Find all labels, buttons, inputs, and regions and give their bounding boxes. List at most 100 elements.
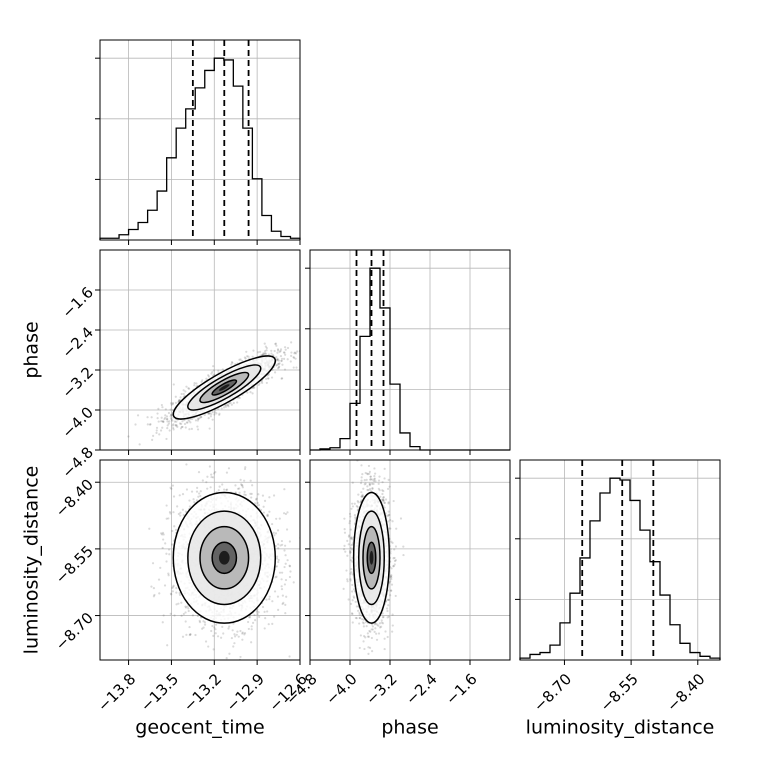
sample-point (283, 351, 286, 354)
sample-point (262, 352, 265, 355)
sample-point (207, 375, 211, 378)
sample-point (157, 420, 160, 423)
sample-point (278, 571, 282, 574)
sample-point (244, 493, 247, 497)
hist-panel-luminosity_distance: −8.70 −8.55 −8.40 (515, 459, 721, 715)
sample-point (347, 535, 351, 538)
panel-frame (99, 249, 301, 451)
sample-point (253, 386, 256, 389)
sample-point (386, 635, 389, 639)
sample-point (212, 369, 215, 372)
sample-point (196, 419, 200, 422)
sample-point (284, 578, 288, 582)
sample-point (267, 353, 271, 356)
sample-point (202, 620, 205, 623)
sample-point (225, 656, 228, 660)
sample-point (218, 485, 221, 488)
sample-point (277, 543, 280, 546)
sample-point (201, 627, 204, 630)
sample-point (252, 349, 255, 352)
sample-point (172, 495, 176, 498)
sample-point (251, 621, 255, 624)
sample-point (177, 399, 181, 402)
sample-point (280, 585, 283, 588)
sample-point (155, 426, 159, 429)
sample-point (258, 382, 261, 385)
sample-point (276, 367, 280, 370)
y-tick-label: −8.40 (52, 476, 97, 521)
sample-point (382, 499, 385, 503)
sample-point (210, 372, 213, 375)
sample-point (227, 467, 231, 470)
sample-point (174, 395, 177, 398)
sample-point (170, 418, 173, 421)
sample-point (200, 416, 203, 419)
sample-point (178, 399, 181, 402)
sample-point (377, 624, 380, 627)
sample-point (263, 342, 266, 345)
sample-point (265, 349, 268, 352)
sample-point (165, 415, 169, 418)
grid (128, 40, 258, 240)
sample-point (222, 632, 225, 635)
sample-point (350, 571, 353, 574)
sample-point (180, 601, 183, 604)
sample-point (181, 425, 184, 429)
sample-point (264, 345, 267, 348)
sample-point (189, 633, 192, 636)
sample-point (148, 423, 152, 426)
sample-point (161, 533, 164, 536)
sample-point (164, 416, 167, 419)
sample-point (386, 487, 390, 490)
sample-point (276, 359, 279, 362)
sample-point (295, 366, 298, 369)
sample-point (305, 613, 307, 615)
sample-point (222, 406, 226, 409)
hist-panel-phase (305, 249, 511, 455)
sample-point (243, 467, 247, 471)
sample-point (197, 417, 200, 420)
sample-point (382, 489, 385, 493)
sample-point (159, 566, 162, 569)
sample-point (156, 417, 159, 420)
sample-point (243, 479, 246, 482)
sample-point (238, 491, 241, 494)
sample-point (286, 358, 289, 361)
sample-point (271, 354, 275, 357)
sample-point (266, 514, 269, 518)
sample-point (257, 493, 260, 496)
sample-point (214, 623, 218, 626)
sample-point (266, 514, 269, 517)
sample-point (283, 565, 286, 569)
sample-point (169, 408, 172, 411)
sample-point (184, 390, 187, 393)
sample-point (211, 624, 214, 628)
sample-point (290, 351, 293, 354)
sample-point (243, 633, 246, 636)
sample-point (152, 434, 155, 438)
sample-point (389, 527, 392, 530)
grid (100, 250, 300, 450)
sample-point (243, 490, 246, 493)
sample-point (277, 547, 280, 550)
sample-point (182, 389, 185, 392)
sample-point (261, 494, 265, 497)
scatter-panel-geocent_time-phase: −4.8−4.0−3.2−2.4−1.6 (59, 249, 309, 482)
sample-point (230, 360, 234, 364)
sample-point (204, 640, 208, 643)
sample-point (185, 633, 188, 636)
sample-point (275, 517, 278, 520)
sample-point (159, 429, 163, 432)
sample-point (276, 351, 279, 354)
sample-point (165, 437, 168, 441)
sample-point (402, 545, 405, 548)
sample-point (252, 386, 255, 390)
sample-point (292, 356, 296, 359)
sample-point (307, 350, 309, 352)
sample-point (214, 628, 217, 631)
sample-point (158, 592, 161, 595)
sample-point (127, 435, 130, 438)
sample-point (280, 588, 284, 591)
sample-point (167, 517, 170, 520)
sample-point (373, 467, 376, 470)
